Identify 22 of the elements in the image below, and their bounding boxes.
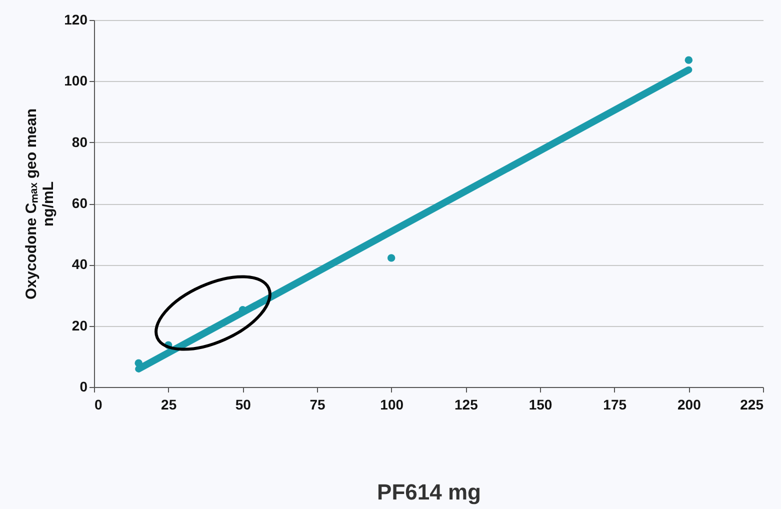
y-tick-label: 100 xyxy=(64,72,88,89)
y-tick-label: 20 xyxy=(72,317,88,334)
point xyxy=(684,56,693,64)
x-tick-label: 225 xyxy=(740,396,764,412)
y-tick-label: 60 xyxy=(72,195,88,211)
point xyxy=(387,254,396,262)
y-tick-label: 80 xyxy=(72,134,88,150)
x-tick-label: 100 xyxy=(380,396,404,412)
y-tick-label: 0 xyxy=(80,378,88,394)
x-tick-label: 150 xyxy=(528,396,552,412)
x-tick-label: 50 xyxy=(235,396,252,412)
x-tick-label: 125 xyxy=(454,396,478,412)
x-tick-label: 75 xyxy=(310,396,326,412)
point xyxy=(134,359,142,368)
y-axis-title: Oxycodone Cₘₐₓ geo mean ng/mL xyxy=(23,108,58,300)
x-tick-label: 175 xyxy=(603,396,627,412)
y-tick-label: 40 xyxy=(72,256,88,272)
x-tick-label: 25 xyxy=(161,396,177,412)
y-tick-label: 120 xyxy=(64,12,88,28)
x-axis-title: PF614 mg xyxy=(377,480,481,504)
x-tick-label: 0 xyxy=(94,396,102,412)
x-tick-label: 200 xyxy=(677,396,702,412)
